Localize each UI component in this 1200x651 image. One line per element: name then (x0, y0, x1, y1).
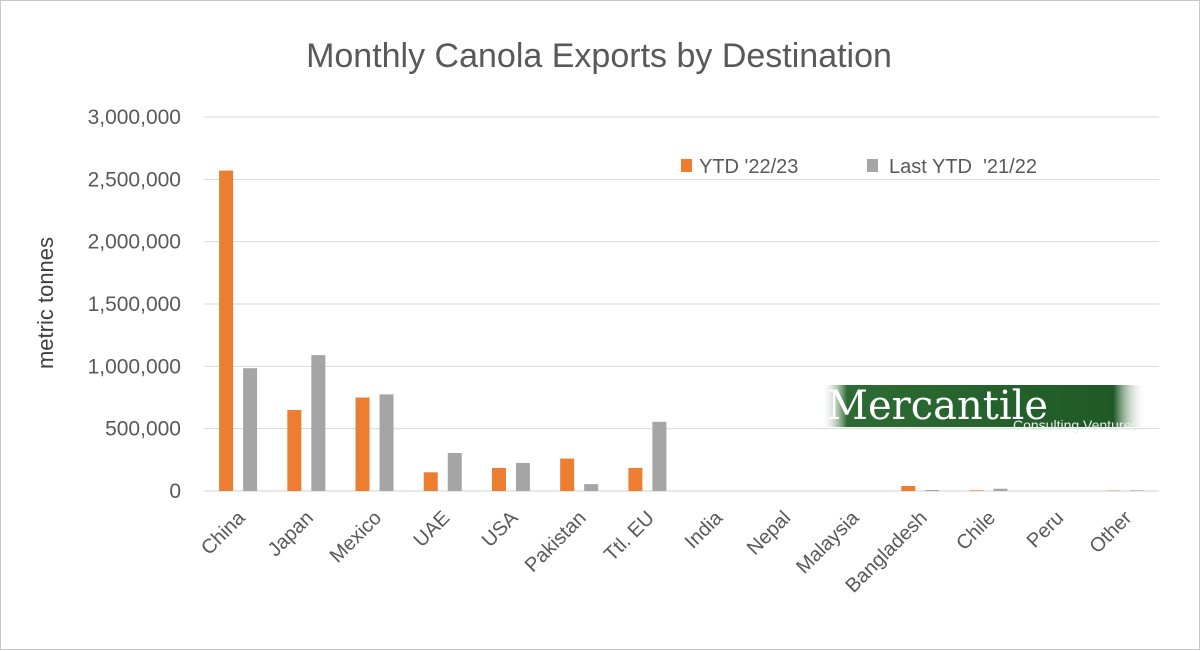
x-tick-label: China (197, 506, 250, 559)
bar-last-ytd-2122-bangladesh (925, 490, 939, 491)
x-tick-label: USA (478, 507, 523, 552)
bar-last-ytd-2122-ttl-eu (652, 422, 666, 491)
bar-last-ytd-2122-pakistan (584, 484, 598, 491)
watermark-sub-text: Consulting Ventures (1013, 417, 1138, 433)
y-axis-ticks: 0 500,000 1,000,000 1,500,000 2,000,000 2,500… (88, 106, 181, 503)
bar-ytd-2223-ttl-eu (628, 468, 642, 491)
y-axis-label: metric tonnes (33, 237, 58, 369)
bar-ytd-2223-bangladesh (901, 486, 915, 491)
legend-swatch (681, 159, 692, 172)
x-tick-label: UAE (410, 507, 455, 552)
y-tick-label: 2,500,000 (88, 168, 181, 191)
y-tick-label: 1,000,000 (88, 355, 181, 378)
legend: YTD '22/23 Last YTD '21/22 (681, 156, 1037, 178)
bar-last-ytd-2122-usa (516, 463, 530, 491)
bar-ytd-2223-mexico (356, 398, 370, 492)
watermark: Mercantile Consulting Ventures (821, 383, 1146, 433)
bar-last-ytd-2122-uae (448, 453, 462, 491)
bar-ytd-2223-china (219, 171, 233, 491)
y-tick-label: 3,000,000 (88, 106, 181, 129)
bars (219, 171, 1144, 491)
x-tick-label: Peru (1023, 507, 1068, 552)
y-tick-label: 0 (169, 480, 181, 503)
bar-ytd-2223-chile (969, 490, 983, 491)
bar-last-ytd-2122-chile (993, 489, 1007, 491)
bar-last-ytd-2122-mexico (380, 394, 394, 491)
legend-label: YTD '22/23 (699, 156, 798, 178)
x-tick-label: Other (1085, 507, 1136, 558)
x-tick-label: Mexico (326, 507, 386, 567)
y-tick-label: 1,500,000 (88, 293, 181, 316)
x-tick-label: Ttl. EU (600, 507, 659, 566)
y-tick-label: 2,000,000 (88, 231, 181, 254)
bar-last-ytd-2122-other (1130, 490, 1144, 491)
y-tick-label: 500,000 (105, 418, 181, 441)
bar-last-ytd-2122-japan (311, 355, 325, 491)
x-tick-label: India (681, 506, 728, 553)
x-tick-label: Malaysia (792, 506, 864, 578)
x-tick-label: Japan (264, 507, 318, 561)
x-tick-label: Nepal (743, 507, 796, 560)
legend-label: Last YTD '21/22 (889, 156, 1037, 178)
x-tick-label: Pakistan (521, 507, 591, 577)
bar-ytd-2223-uae (424, 472, 438, 491)
x-tick-label: Chile (952, 507, 1000, 555)
chart-title: Monthly Canola Exports by Destination (306, 37, 892, 75)
bar-ytd-2223-japan (287, 410, 301, 491)
bar-ytd-2223-pakistan (560, 459, 574, 491)
bar-ytd-2223-usa (492, 468, 506, 491)
bar-last-ytd-2122-china (243, 368, 257, 491)
legend-swatch (867, 159, 878, 172)
